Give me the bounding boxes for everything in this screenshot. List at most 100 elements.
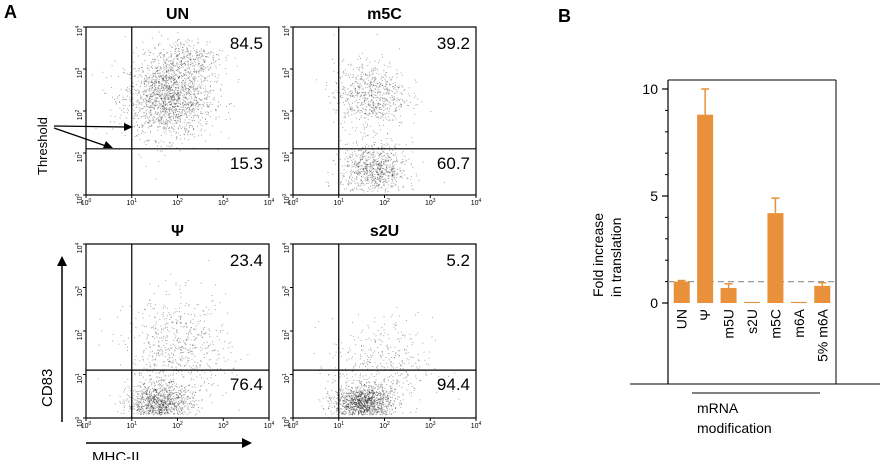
scatter-point <box>163 72 165 74</box>
scatter-point <box>194 71 196 72</box>
scatter-point <box>231 372 233 374</box>
scatter-point <box>118 343 120 345</box>
scatter-point <box>367 179 368 181</box>
scatter-point <box>401 106 402 108</box>
scatter-point <box>370 165 371 167</box>
x-tick-exponent: 4 <box>272 198 275 204</box>
scatter-point <box>183 358 185 360</box>
scatter-point <box>165 82 167 84</box>
scatter-point <box>166 406 168 408</box>
scatter-point <box>206 44 208 46</box>
scatter-point <box>159 90 161 92</box>
scatter-point <box>153 328 155 330</box>
scatter-point <box>376 116 378 118</box>
scatter-point <box>117 95 119 97</box>
scatter-point <box>179 322 181 323</box>
scatter-point <box>360 149 362 151</box>
scatter-point <box>142 131 144 133</box>
scatter-point <box>150 406 152 408</box>
scatter-point <box>186 54 188 56</box>
scatter-point <box>369 163 371 165</box>
scatter-point <box>168 405 170 407</box>
scatter-point <box>188 119 190 121</box>
scatter-point <box>347 183 349 185</box>
scatter-point <box>179 359 181 360</box>
scatter-point <box>184 84 186 86</box>
scatter-point <box>405 144 407 146</box>
scatter-point <box>370 89 372 91</box>
scatter-point <box>203 105 205 107</box>
scatter-point <box>357 110 359 112</box>
scatter-point <box>160 146 162 147</box>
scatter-point <box>139 110 141 112</box>
scatter-point <box>164 407 166 409</box>
scatter-point <box>176 383 178 385</box>
scatter-point <box>152 387 153 389</box>
scatter-point <box>135 410 137 411</box>
scatter-point <box>165 77 166 79</box>
scatter-point <box>218 74 220 76</box>
scatter-point <box>153 396 155 397</box>
scatter-point <box>165 96 167 98</box>
scatter-point <box>210 359 212 361</box>
scatter-point <box>168 99 169 101</box>
scatter-point <box>146 388 148 390</box>
scatter-point <box>413 97 415 99</box>
scatter-point <box>160 94 162 96</box>
scatter-point <box>169 94 171 96</box>
scatter-point <box>165 110 166 112</box>
scatter-point <box>157 395 159 397</box>
scatter-point <box>156 413 158 415</box>
scatter-point <box>219 88 221 90</box>
scatter-point <box>385 103 387 105</box>
scatter-point <box>154 94 156 96</box>
y-tick-label: 104 <box>282 25 291 36</box>
scatter-point <box>391 170 392 172</box>
scatter-point <box>191 403 192 405</box>
scatter-point <box>170 87 171 89</box>
scatter-point <box>401 177 403 179</box>
scatter-point <box>129 98 131 100</box>
scatter-point <box>348 103 350 105</box>
scatter-point <box>392 119 394 121</box>
scatter-point <box>149 52 151 54</box>
scatter-point <box>171 403 173 405</box>
scatter-point <box>164 76 166 78</box>
scatter-point <box>378 163 380 165</box>
scatter-point <box>156 98 158 100</box>
scatter-point <box>181 75 183 77</box>
scatter-point <box>184 392 186 394</box>
scatter-point <box>377 190 379 192</box>
scatter-point <box>394 87 396 89</box>
scatter-point <box>182 62 184 64</box>
scatter-point <box>210 81 212 82</box>
scatter-point <box>184 64 186 66</box>
scatter-point <box>151 399 153 401</box>
scatter-point <box>161 117 163 119</box>
scatter-point <box>162 106 164 107</box>
scatter-point <box>360 131 362 133</box>
scatter-point <box>152 405 154 407</box>
scatter-point <box>180 66 182 68</box>
scatter-point <box>158 413 160 415</box>
scatter-point <box>194 347 196 349</box>
scatter-point <box>363 169 364 171</box>
scatter-point <box>389 102 391 104</box>
scatter-point <box>391 168 393 170</box>
scatter-point <box>136 114 138 116</box>
scatter-point <box>211 295 213 296</box>
scatter-point <box>371 100 373 101</box>
scatter-point <box>124 105 126 107</box>
scatter-point <box>173 114 175 116</box>
scatter-point <box>387 88 389 90</box>
scatter-point <box>125 98 127 100</box>
scatter-point <box>374 181 376 183</box>
scatter-point <box>373 80 375 82</box>
scatter-point <box>138 70 140 72</box>
scatter-point <box>361 107 363 109</box>
scatter-point <box>174 98 176 100</box>
scatter-point <box>170 273 172 275</box>
scatter-point <box>377 177 379 179</box>
scatter-point <box>156 104 158 106</box>
scatter-point <box>368 159 370 161</box>
